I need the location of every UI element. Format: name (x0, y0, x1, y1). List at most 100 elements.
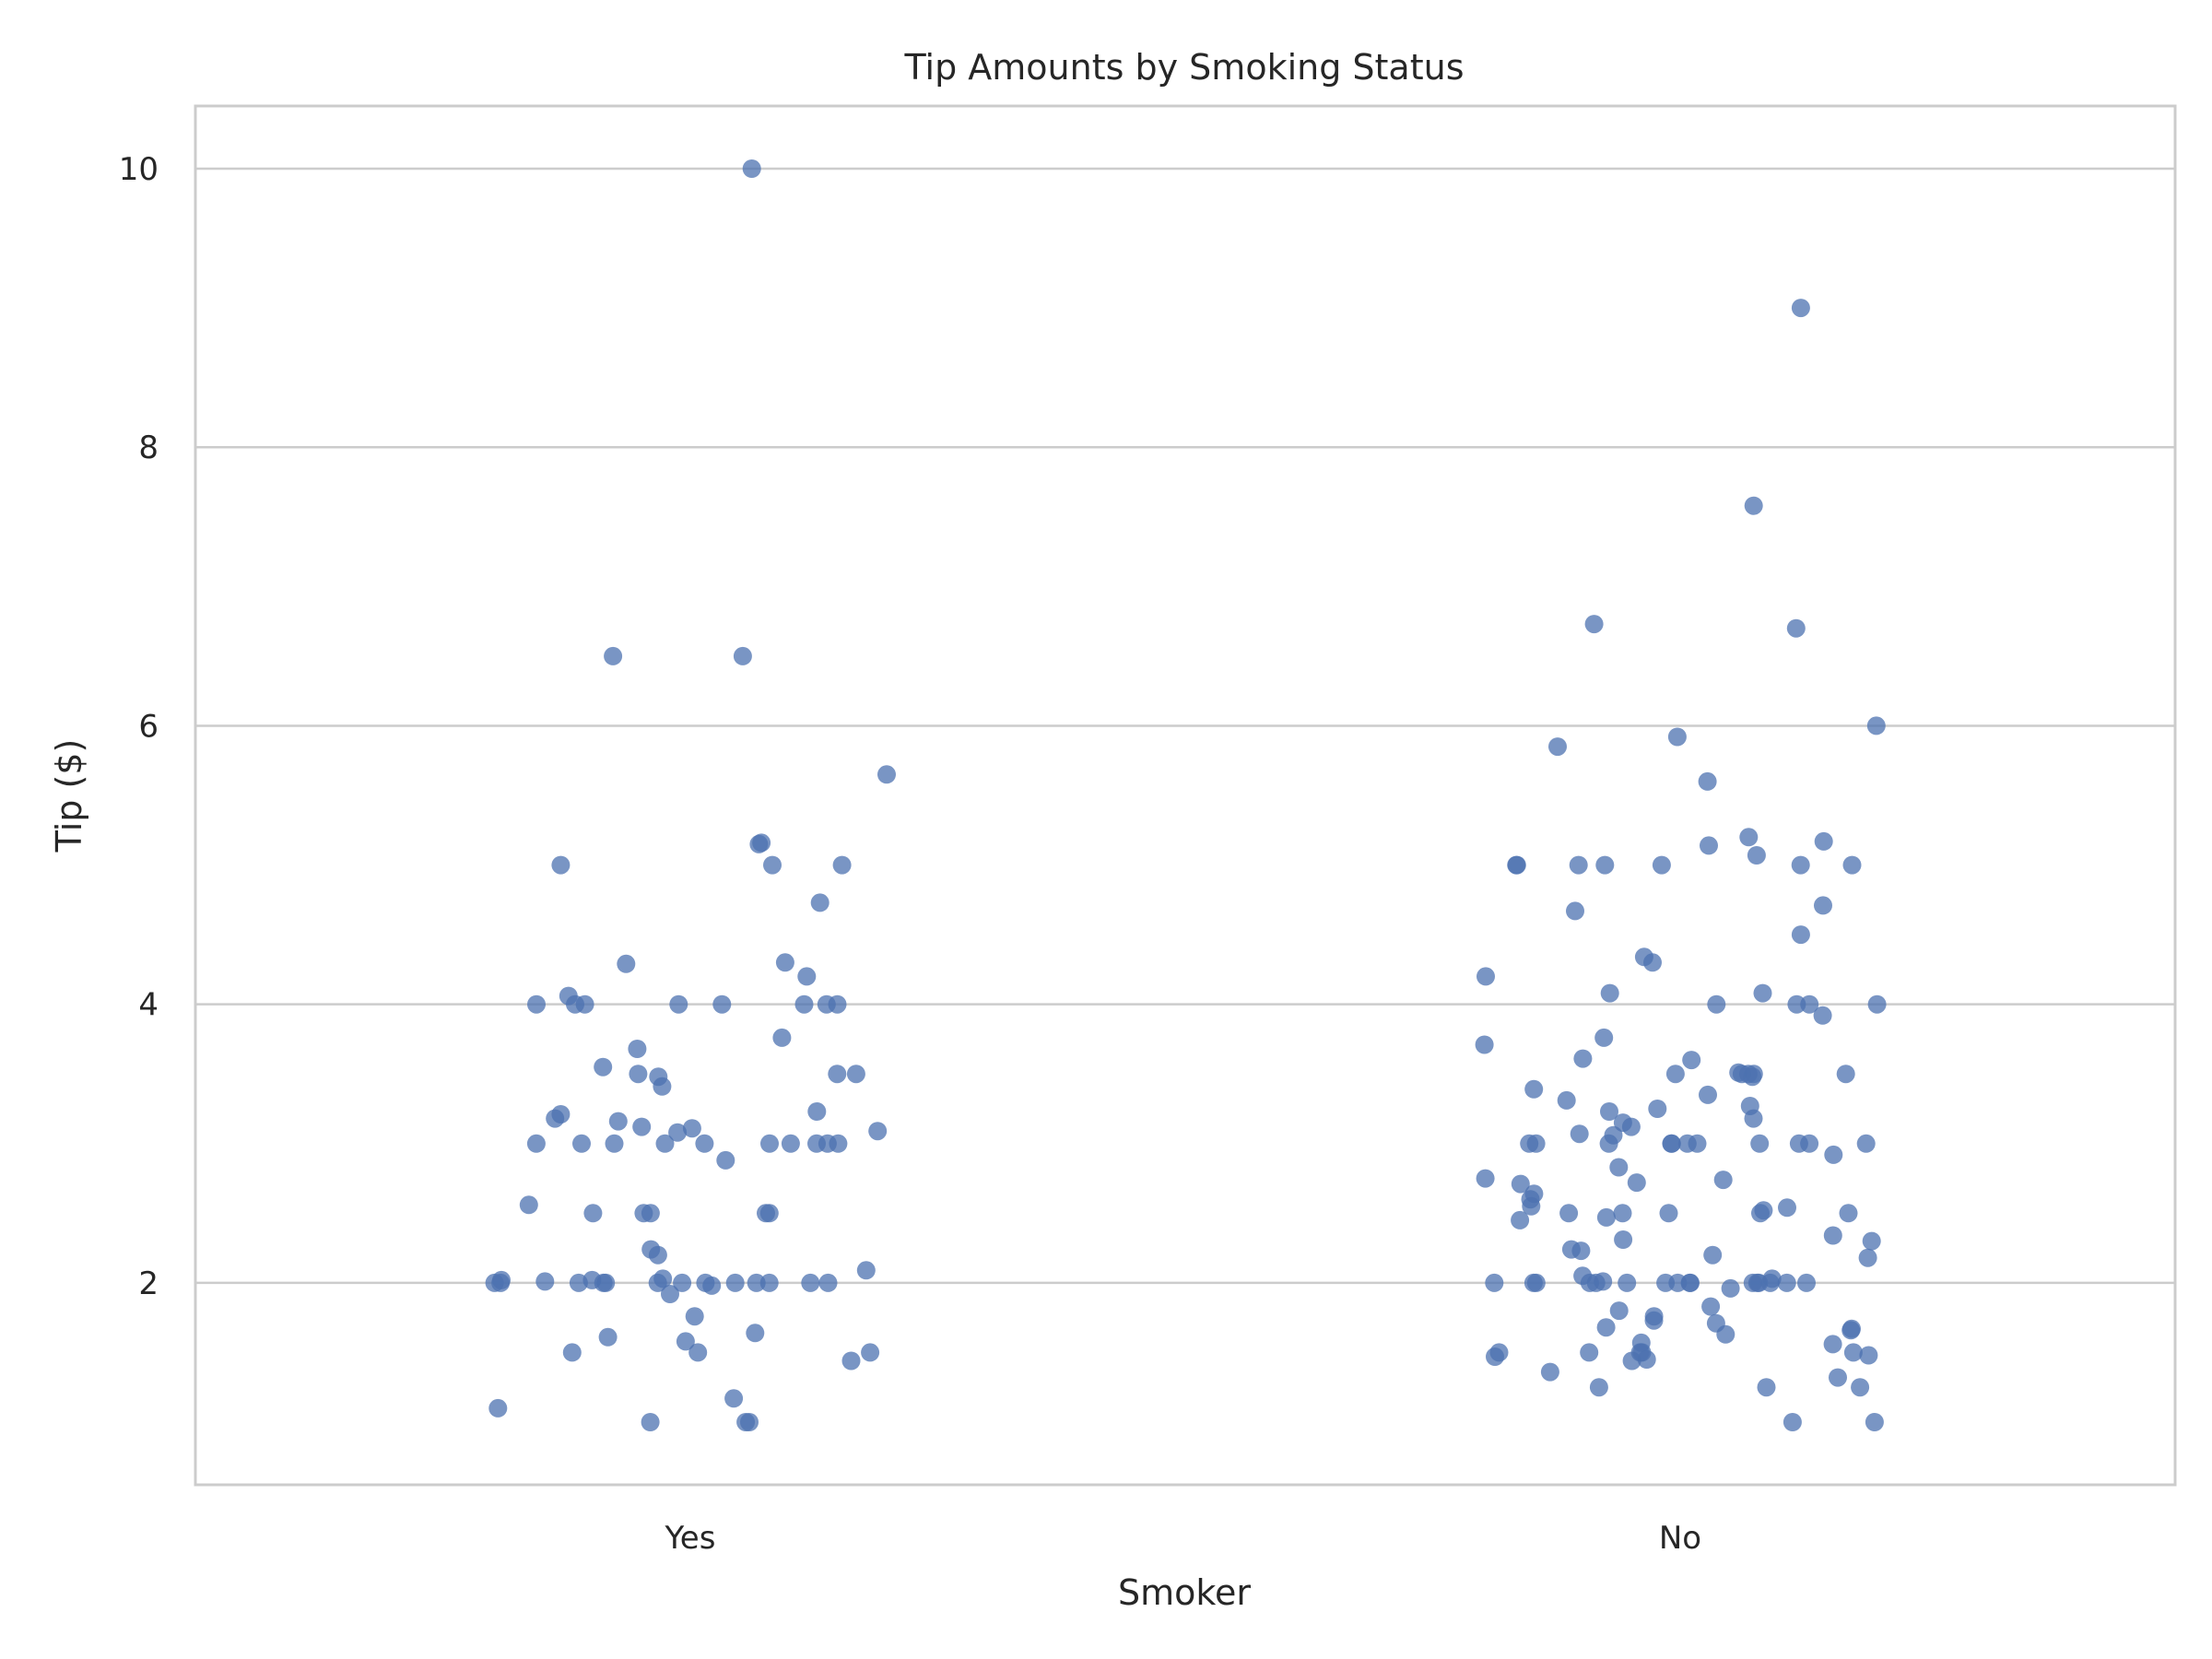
data-point (1859, 1346, 1878, 1365)
data-point (1580, 1273, 1599, 1292)
data-point (1867, 994, 1887, 1014)
data-point (634, 1204, 653, 1223)
data-point (1667, 727, 1687, 747)
data-point (562, 1343, 582, 1362)
data-point (1573, 1049, 1593, 1068)
x-axis-label: Smoker (1118, 1572, 1251, 1613)
data-point (1599, 1134, 1618, 1153)
y-gridlines (195, 167, 2175, 1285)
data-point (572, 1134, 591, 1153)
data-point (661, 1285, 679, 1303)
data-point (1677, 1134, 1697, 1153)
data-point (760, 1134, 779, 1153)
data-point (1823, 1335, 1842, 1354)
data-point (1524, 1079, 1544, 1099)
data-point (1800, 994, 1819, 1014)
data-point (491, 1273, 511, 1292)
data-point (1613, 1204, 1632, 1223)
data-point (1648, 1100, 1667, 1118)
data-point (1739, 828, 1759, 847)
data-point (1751, 1204, 1770, 1223)
data-point (546, 1109, 565, 1128)
data-point (1791, 299, 1810, 318)
data-point (818, 1273, 838, 1292)
data-point (1637, 1350, 1656, 1369)
data-point (1851, 1378, 1870, 1397)
data-point (1787, 994, 1806, 1014)
data-point (594, 1273, 613, 1292)
data-point (668, 1123, 688, 1142)
y-axis-label: Tip ($) (49, 739, 89, 853)
data-point (1596, 1207, 1616, 1227)
data-point (1618, 1273, 1637, 1292)
data-point (1842, 855, 1862, 875)
data-point (733, 646, 752, 665)
data-point (1716, 1324, 1735, 1344)
data-point (629, 1065, 648, 1084)
data-point (801, 1273, 820, 1292)
data-point (1744, 496, 1763, 515)
data-point (1652, 855, 1671, 875)
data-point (688, 1343, 708, 1362)
data-point (551, 855, 571, 875)
data-point (1743, 1067, 1762, 1087)
data-point (1662, 1134, 1681, 1153)
data-point (1600, 1102, 1618, 1121)
data-point (724, 1389, 744, 1408)
data-point (1813, 1006, 1832, 1025)
data-point (1753, 983, 1772, 1003)
data-point (1791, 925, 1810, 945)
x-tick-label: No (1659, 1520, 1701, 1557)
data-point (1557, 1090, 1576, 1110)
data-point (1559, 1204, 1579, 1223)
data-point (653, 1077, 672, 1096)
data-point (1862, 1231, 1881, 1251)
data-point (676, 1332, 695, 1351)
y-tick-labels: 2 4 6 8 10 (119, 151, 159, 1302)
data-point (1829, 1368, 1847, 1387)
data-point (1595, 855, 1615, 875)
data-point (1865, 1413, 1884, 1431)
data-point (746, 1324, 765, 1343)
data-point (1570, 1124, 1589, 1144)
data-point (1797, 1273, 1816, 1292)
data-point (1701, 1297, 1721, 1316)
chart-title: Tip Amounts by Smoking Status (903, 47, 1464, 88)
y-tick-label: 10 (119, 151, 159, 188)
data-point (695, 1134, 714, 1153)
data-point (763, 855, 782, 875)
data-point (1856, 1134, 1876, 1153)
data-point (1836, 1065, 1855, 1084)
data-point (807, 1102, 827, 1121)
data-point (1540, 1362, 1559, 1382)
data-point (617, 954, 636, 973)
data-point (1700, 836, 1718, 855)
data-point (1749, 1273, 1769, 1292)
data-point (841, 1351, 861, 1371)
data-point (1571, 1241, 1591, 1261)
y-tick-label: 8 (138, 429, 159, 466)
data-point (810, 893, 830, 912)
data-point (1777, 1273, 1796, 1292)
data-point (1681, 1273, 1700, 1292)
data-point (641, 1413, 660, 1431)
data-point (1659, 1204, 1678, 1223)
data-point (527, 994, 546, 1014)
data-point (1600, 983, 1619, 1003)
data-point (685, 1307, 704, 1326)
data-point (605, 1134, 624, 1153)
data-point (1507, 855, 1526, 875)
data-point (747, 1273, 766, 1292)
data-point (1580, 1343, 1599, 1362)
data-point (725, 1273, 745, 1292)
data-point (1566, 901, 1584, 921)
data-point (526, 1134, 546, 1153)
data-point (775, 953, 794, 972)
data-point (1713, 1171, 1733, 1190)
data-point (1524, 1273, 1543, 1292)
data-point (583, 1204, 603, 1223)
data-point (1823, 1226, 1842, 1245)
data-point (1477, 967, 1495, 986)
y-tick-label: 6 (138, 708, 159, 745)
